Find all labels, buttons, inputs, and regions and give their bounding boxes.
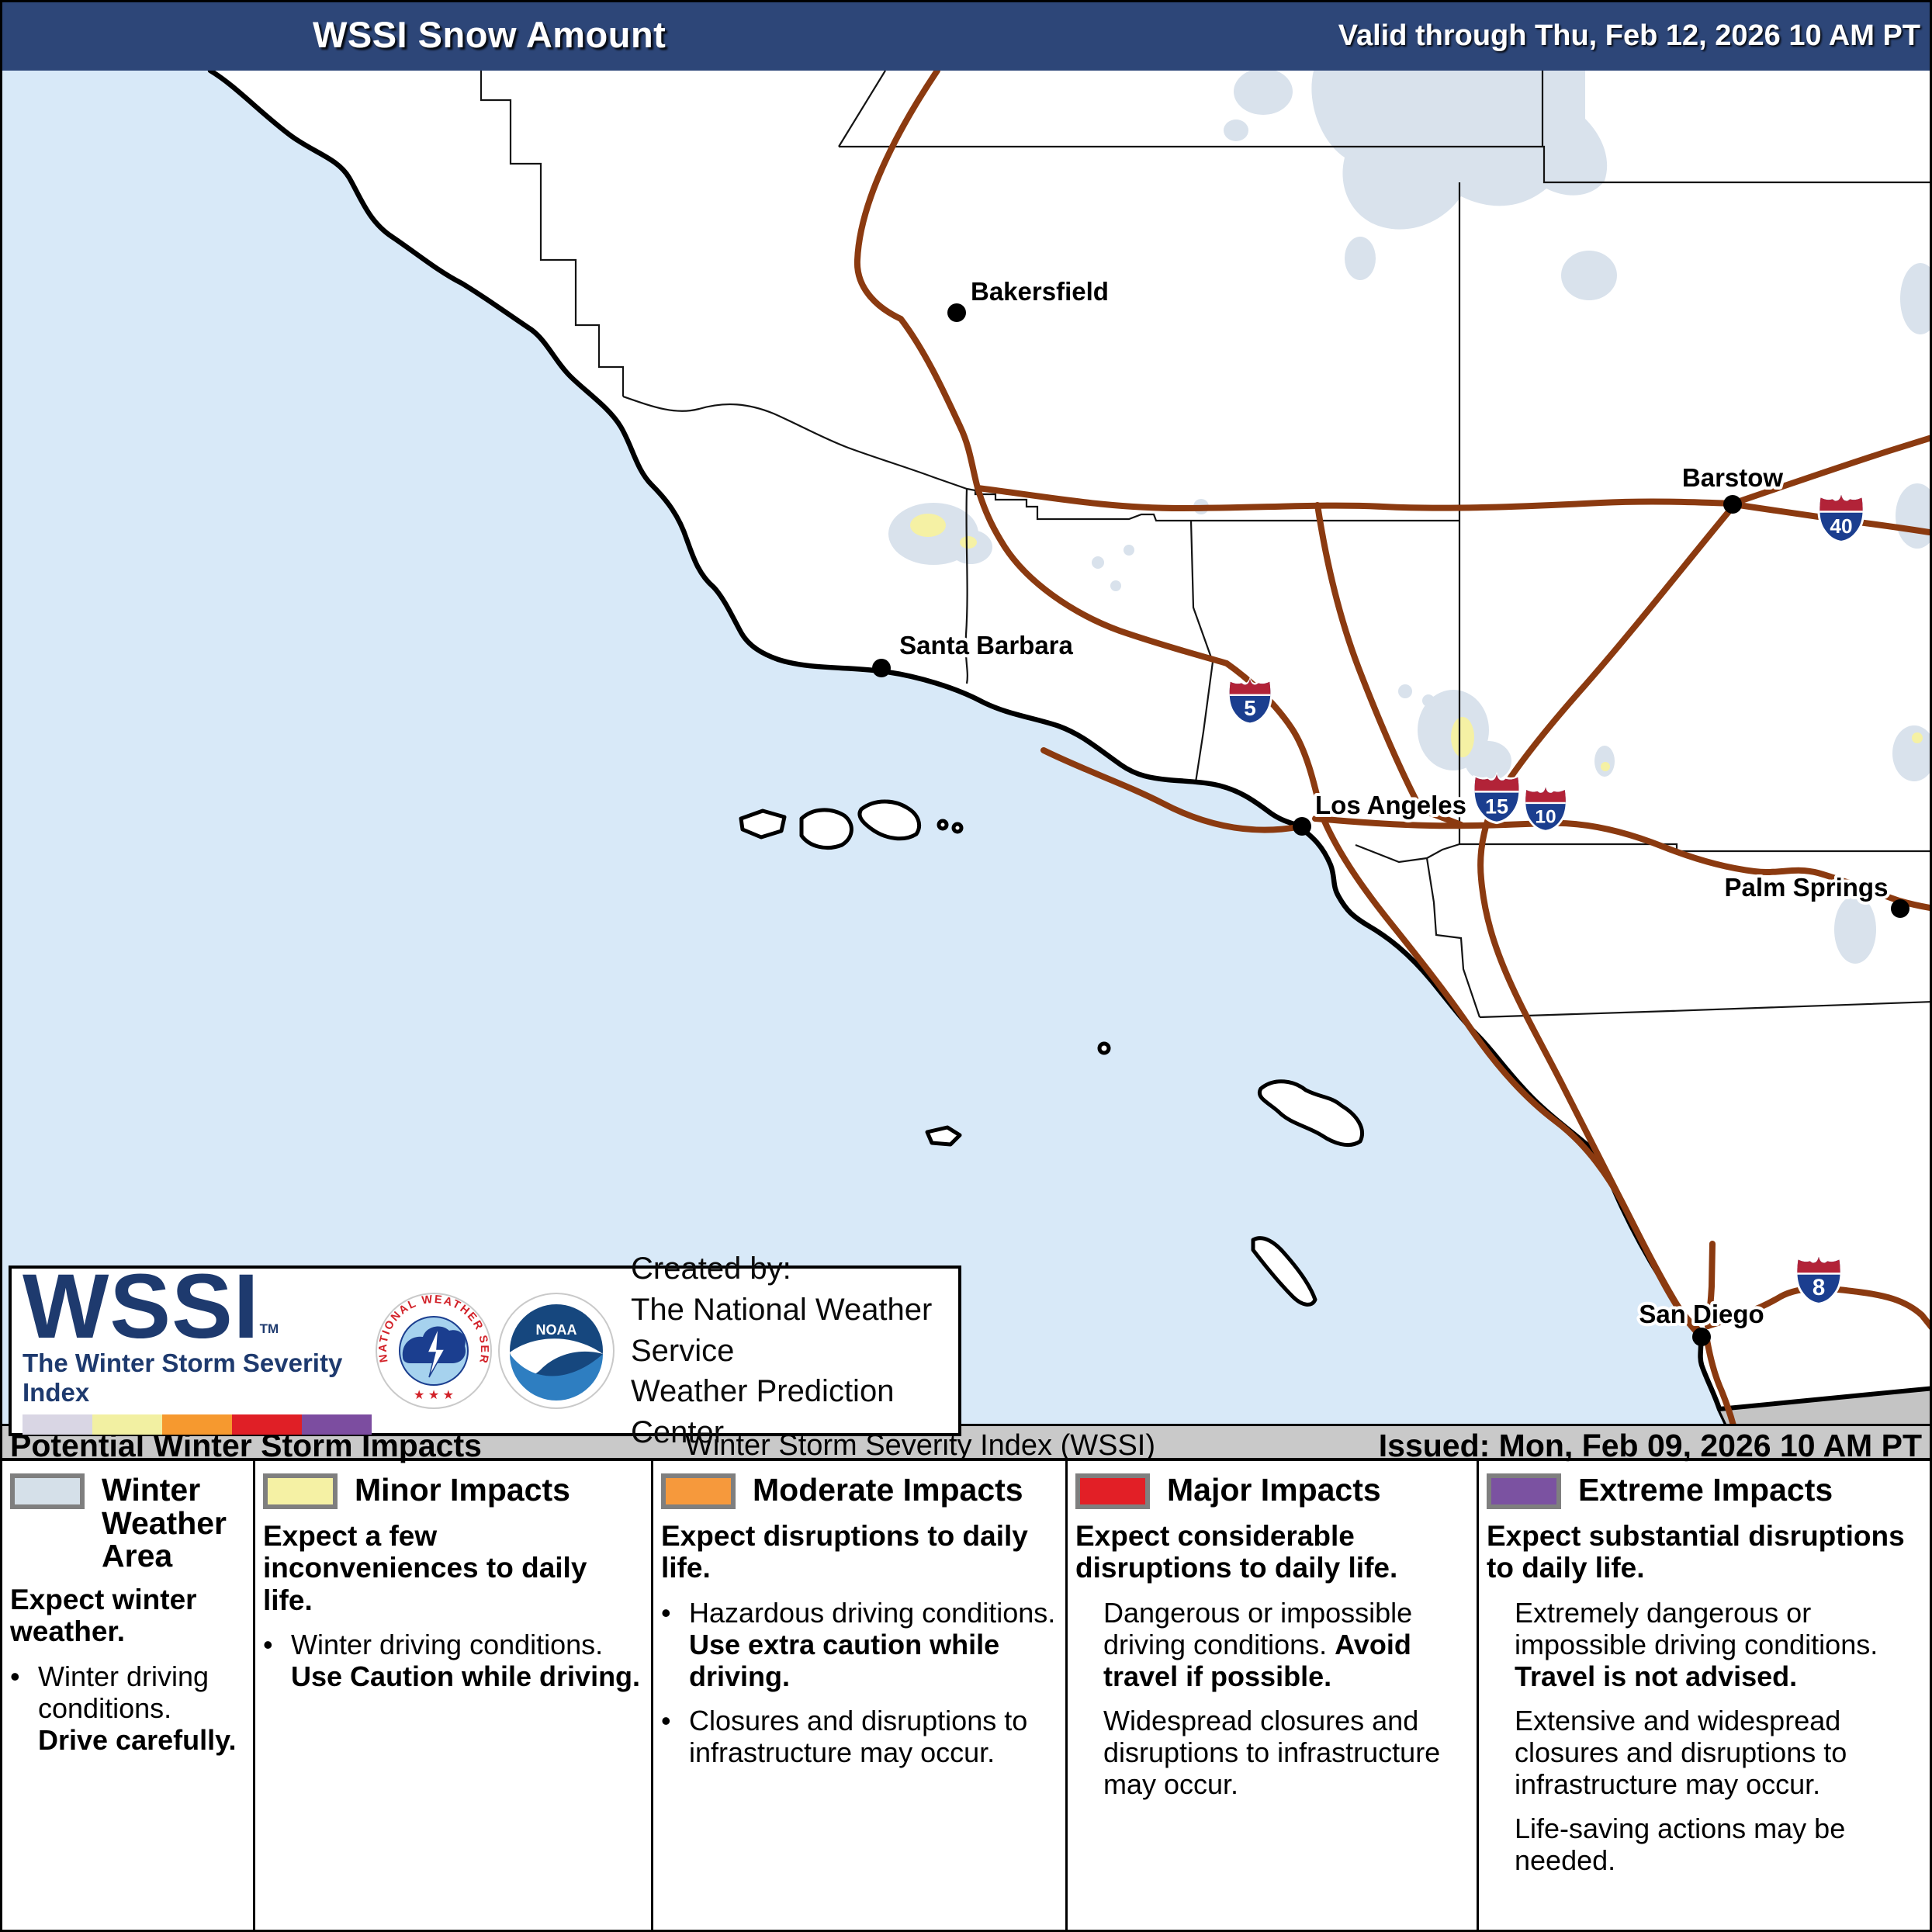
city-label-barstow: Barstow — [1682, 463, 1784, 492]
city-markers: Bakersfield Santa Barbara Los Angeles Barst… — [872, 274, 1909, 1346]
legend-item: Extremely dangerous or impossible drivin… — [1515, 1596, 1878, 1692]
city-label-santa-barbara: Santa Barbara — [899, 631, 1073, 660]
interstate-5-shield-icon: 5 — [1227, 677, 1273, 725]
interstate-shields: 5 15 10 40 8 — [1227, 492, 1865, 1306]
bullet-glyph: • — [263, 1629, 273, 1661]
legend-column-extreme-impacts: Extreme Impacts Expect substantial disrup… — [1477, 1461, 1930, 1930]
highway-i15 — [1477, 502, 1737, 1337]
wssi-tagline: The Winter Storm Severity Index — [23, 1349, 343, 1407]
legend-swatch — [1075, 1473, 1150, 1509]
mexico-area — [1719, 1388, 1930, 1424]
page-title: WSSI Snow Amount — [313, 14, 667, 55]
bullet-glyph: • — [10, 1660, 20, 1692]
impacts-legend: Winter Weather Area Expect winter weather… — [2, 1461, 1930, 1930]
bullet-glyph: • — [661, 1704, 671, 1736]
highway-ca14 — [1314, 502, 1464, 828]
agency-logos: NATIONAL WEATHER SERVICE ★ ★ ★ NOAA — [375, 1292, 615, 1410]
interstate-8-number: 8 — [1813, 1275, 1825, 1300]
valid-through-text: Valid through Thu, Feb 12, 2026 10 AM PT — [1338, 19, 1920, 52]
header-bar: WSSI Snow Amount Valid through Thu, Feb … — [2, 2, 1930, 71]
interstate-40-number: 40 — [1830, 514, 1852, 538]
channel-islands — [739, 799, 1364, 1307]
interstate-15-shield-icon: 15 — [1472, 771, 1522, 825]
svg-text:★ ★ ★: ★ ★ ★ — [414, 1389, 454, 1402]
highway-i5-south — [1318, 811, 1737, 1432]
city-label-palm-springs: Palm Springs — [1725, 873, 1889, 902]
minor-impact-patches — [910, 514, 1923, 771]
legend-item: Extensive and widespread closures and di… — [1515, 1704, 1847, 1801]
interstate-40-shield-icon: 40 — [1817, 492, 1865, 544]
legend-item: • Closures and disruptions to infrastruct… — [661, 1704, 1028, 1768]
highway-sd-spur — [1705, 1241, 1716, 1329]
legend-lead-text: Expect disruptions to daily life. — [661, 1520, 1028, 1584]
highway-us101 — [1040, 747, 1305, 833]
credit-box: WSSITM The Winter Storm Severity Index N… — [9, 1252, 961, 1449]
noaa-logo-icon: NOAA — [498, 1293, 615, 1409]
interstate-5-number: 5 — [1244, 696, 1256, 720]
legend-swatch — [661, 1473, 736, 1509]
trademark-symbol: TM — [259, 1321, 279, 1336]
city-label-san-diego: San Diego — [1639, 1300, 1764, 1328]
interstate-15-number: 15 — [1485, 795, 1508, 819]
nws-logo-icon: NATIONAL WEATHER SERVICE ★ ★ ★ — [376, 1293, 492, 1409]
legend-title: Major Impacts — [1167, 1472, 1381, 1508]
issued-text: Issued: Mon, Feb 09, 2026 10 AM PT — [1378, 1428, 1922, 1463]
bullet-glyph: • — [661, 1596, 671, 1629]
wssi-wordmark: WSSITM The Winter Storm Severity Index — [23, 1261, 372, 1435]
city-dot-palm-springs[interactable] — [1891, 899, 1909, 918]
interstate-8-shield-icon: 8 — [1795, 1254, 1843, 1306]
legend-swatch — [1487, 1473, 1561, 1509]
highway-i10 — [1312, 815, 1930, 912]
map-region[interactable]: 5 15 10 40 8 Bakersfield Santa Barbara Los Ang… — [2, 68, 1930, 1432]
legend-lead-text: Expect winter weather. — [10, 1583, 197, 1648]
mexico-border — [1719, 1386, 1930, 1411]
legend-column-major-impacts: Major Impacts Expect considerable disrupt… — [1065, 1461, 1477, 1930]
wssi-logo-text: WSSI — [23, 1255, 260, 1358]
legend-swatch — [263, 1473, 338, 1509]
legend-title: Minor Impacts — [355, 1472, 570, 1508]
legend-column-moderate-impacts: Moderate Impacts Expect disruptions to da… — [651, 1461, 1065, 1930]
legend-item: • Hazardous driving conditions. Use extra… — [661, 1596, 1056, 1692]
legend-title: Winter Weather Area — [102, 1472, 227, 1574]
legend-lead-text: Expect considerable disruptions to daily… — [1075, 1520, 1398, 1584]
city-dot-san-diego[interactable] — [1692, 1328, 1711, 1346]
legend-title: Extreme Impacts — [1578, 1472, 1833, 1508]
severity-strip-swatch — [162, 1414, 232, 1435]
severity-strip-swatch — [92, 1414, 162, 1435]
city-label-bakersfield: Bakersfield — [971, 277, 1109, 306]
legend-item: • Winter driving conditions. Use Caution … — [263, 1629, 641, 1693]
legend-item: Dangerous or impossible driving conditio… — [1103, 1596, 1413, 1692]
city-dot-los-angeles[interactable] — [1293, 817, 1311, 836]
legend-title: Moderate Impacts — [753, 1472, 1023, 1508]
created-by-label: Created by: — [631, 1252, 791, 1286]
severity-strip-swatch — [302, 1414, 372, 1435]
highway-i15-northeast — [1734, 435, 1930, 505]
created-by-text: Created by: The National Weather Service… — [631, 1248, 947, 1453]
city-label-los-angeles: Los Angeles — [1315, 791, 1466, 819]
city-dot-barstow[interactable] — [1723, 495, 1742, 514]
severity-strip-swatch — [23, 1414, 92, 1435]
severity-color-strip — [23, 1414, 372, 1435]
legend-lead-text: Expect a few inconveniences to daily lif… — [263, 1520, 587, 1616]
created-by-line2: Weather Prediction Center — [631, 1374, 895, 1450]
highways — [853, 68, 1930, 1432]
interstate-10-number: 10 — [1535, 807, 1556, 828]
highway-ca58 — [975, 485, 1737, 511]
legend-item: • Winter driving conditions. Drive carefu… — [10, 1660, 237, 1756]
legend-swatch — [10, 1473, 85, 1509]
county-boundaries — [480, 70, 1930, 1019]
legend-column-minor-impacts: Minor Impacts Expect a few inconveniences… — [253, 1461, 651, 1930]
severity-strip-swatch — [232, 1414, 302, 1435]
legend-lead-text: Expect substantial disruptions to daily … — [1487, 1520, 1905, 1584]
svg-text:NOAA: NOAA — [536, 1322, 577, 1338]
interstate-10-shield-icon: 10 — [1523, 784, 1568, 833]
city-dot-bakersfield[interactable] — [947, 303, 966, 322]
legend-item: Widespread closures and disruptions to i… — [1103, 1704, 1441, 1801]
created-by-line1: The National Weather Service — [631, 1292, 933, 1368]
legend-column-winter-weather-area: Winter Weather Area Expect winter weather… — [2, 1461, 253, 1930]
legend-item: Life-saving actions may be needed. — [1515, 1813, 1846, 1877]
city-dot-santa-barbara[interactable] — [872, 659, 891, 677]
impacts-title-bar: Potential Winter Storm Impacts Winter St… — [2, 1424, 1930, 1463]
